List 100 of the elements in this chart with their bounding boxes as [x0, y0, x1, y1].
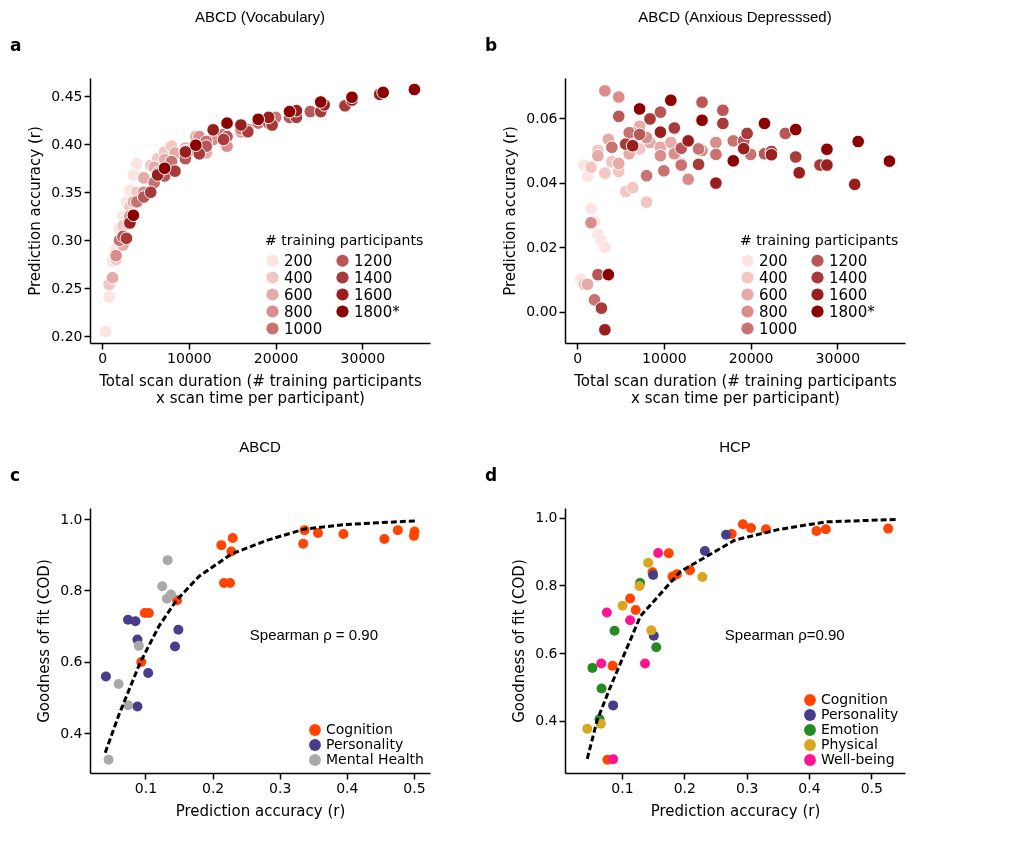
legend-title: # training participants: [265, 232, 424, 248]
x-tick-label: 30000: [340, 349, 386, 366]
point: [251, 112, 266, 127]
point: [709, 176, 723, 190]
point: [591, 148, 605, 163]
x-tick-label: 0.3: [736, 779, 759, 796]
point: [582, 723, 593, 734]
x-axis-title: Total scan duration (# training participants x scan time per participant): [573, 371, 897, 407]
point: [338, 529, 349, 540]
text: b: [485, 35, 498, 55]
point: [392, 525, 403, 536]
x-tick-label: 0.4: [798, 779, 821, 796]
point: [643, 112, 657, 126]
legend-label: 1400: [829, 268, 868, 287]
point: [640, 658, 651, 669]
point: [587, 292, 602, 307]
point: [143, 668, 154, 678]
y-tick-label: 0.45: [51, 87, 83, 104]
legend-label: 1000: [284, 319, 323, 338]
point: [596, 683, 607, 694]
point: [651, 642, 662, 653]
point: [643, 557, 654, 568]
point: [630, 605, 641, 616]
annotation: Spearman ρ = 0.90: [249, 626, 378, 644]
point: [601, 607, 612, 618]
point: [778, 126, 793, 141]
point: [740, 126, 754, 141]
point: [726, 154, 741, 168]
legend-label: 400: [284, 268, 313, 287]
legend-label: Personality: [326, 736, 404, 752]
point: [601, 267, 616, 282]
point: [98, 324, 113, 339]
x-axis-title: Prediction accuracy (r): [650, 801, 821, 820]
point: [598, 166, 612, 180]
legend-label: 1000: [759, 319, 798, 338]
text: d: [485, 465, 498, 485]
point: [173, 624, 184, 635]
point: [105, 270, 120, 285]
y-tick-label: 1.0: [60, 510, 83, 527]
point: [206, 123, 220, 137]
chart-title: HCP: [719, 438, 751, 455]
point: [691, 157, 706, 172]
x-tick-label: 0: [98, 349, 108, 366]
legend-label: Personality: [821, 706, 899, 722]
point: [170, 641, 181, 652]
x-tick-label: 20000: [253, 349, 299, 366]
point: [102, 290, 116, 304]
legend-label: 1200: [354, 251, 393, 270]
y-tick-label: 0.06: [526, 109, 558, 126]
point: [608, 700, 619, 711]
point: [657, 164, 671, 178]
point: [162, 555, 173, 566]
point: [697, 571, 708, 582]
x-tick-label: 0.5: [860, 779, 883, 796]
legend-label: 1200: [829, 251, 868, 270]
point: [617, 600, 628, 611]
text: a: [10, 35, 22, 55]
chart-title: ABCD (Anxious Depresssed): [638, 8, 832, 25]
point: [737, 519, 748, 530]
point: [607, 660, 618, 671]
point: [227, 533, 238, 543]
y-tick-label: 0.6: [535, 644, 558, 661]
point: [788, 122, 803, 137]
legend-label: 600: [284, 285, 313, 304]
y-tick-label: 0.00: [526, 303, 558, 320]
point: [716, 116, 730, 131]
x-tick-label: 0.1: [134, 779, 158, 796]
point: [820, 142, 834, 157]
point: [851, 134, 865, 149]
y-axis-title: Goodness of fit (COD): [35, 559, 54, 723]
point: [130, 616, 141, 627]
point: [605, 140, 619, 155]
point: [663, 93, 678, 108]
point: [609, 625, 620, 636]
point: [681, 172, 695, 187]
point: [695, 95, 709, 109]
point: [608, 754, 619, 765]
point: [709, 147, 723, 162]
y-tick-label: 0.8: [60, 582, 83, 598]
point: [132, 701, 143, 712]
x-tick-label: 0.1: [611, 779, 634, 796]
point: [653, 125, 668, 139]
point: [716, 103, 730, 118]
point: [882, 154, 897, 168]
x-tick-label: 0: [573, 349, 583, 366]
point: [133, 640, 144, 651]
point: [598, 240, 612, 255]
point: [663, 548, 674, 559]
point: [681, 134, 695, 148]
legend-label: 600: [759, 285, 788, 304]
point: [584, 201, 598, 216]
legend-label: 1400: [354, 268, 393, 287]
point: [811, 525, 822, 536]
y-tick-label: 0.8: [535, 576, 558, 593]
legend-label: Mental Health: [326, 751, 424, 767]
point: [625, 180, 640, 195]
y-tick-label: 0.04: [526, 174, 558, 191]
point: [883, 523, 894, 534]
y-tick-label: 0.02: [526, 238, 558, 255]
point: [788, 150, 803, 164]
